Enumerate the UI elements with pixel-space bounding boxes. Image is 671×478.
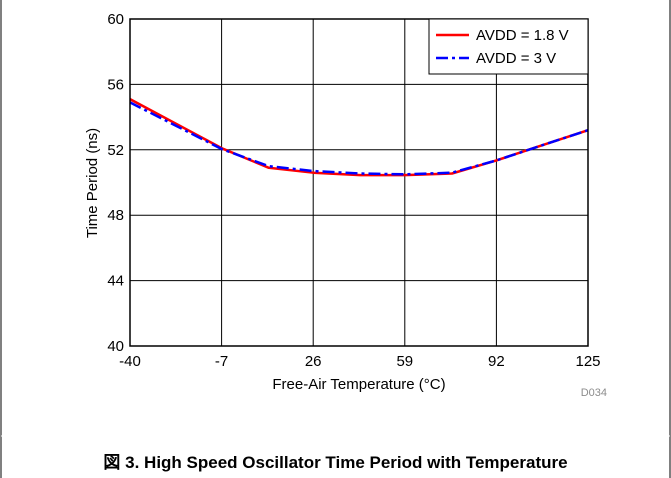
grid [129, 18, 589, 347]
y-tick-label: 48 [107, 207, 124, 224]
figure-caption-label: 図 3. [103, 453, 140, 472]
legend-box [428, 18, 589, 75]
x-tick-label: 92 [488, 353, 505, 370]
x-tick-labels: -40 -7 26 59 92 125 [119, 353, 600, 370]
legend-label-series-1: AVDD = 1.8 V [476, 27, 569, 44]
x-tick-label: -40 [119, 353, 141, 370]
legend-label-series-2: AVDD = 3 V [476, 50, 556, 67]
y-axis-title: Time Period (ns) [84, 128, 101, 238]
figure-caption: 図 3. High Speed Oscillator Time Period w… [0, 448, 671, 473]
figure-caption-text: High Speed Oscillator Time Period with T… [144, 453, 568, 472]
x-axis-title: Free-Air Temperature (°C) [272, 376, 445, 393]
plot-area-border [129, 18, 589, 347]
y-tick-label: 40 [107, 338, 124, 355]
x-tick-label: 26 [305, 353, 322, 370]
x-tick-label: -7 [215, 353, 228, 370]
y-tick-labels: 40 44 48 52 56 60 [107, 11, 124, 355]
y-tick-label: 44 [107, 273, 124, 290]
y-tick-label: 52 [107, 142, 124, 159]
series-line-1 [129, 98, 589, 177]
series-lines [129, 98, 589, 177]
x-tick-label: 125 [575, 353, 600, 370]
figure-id: D034 [581, 387, 607, 399]
y-tick-label: 56 [107, 76, 124, 93]
legend: AVDD = 1.8 V AVDD = 3 V [428, 18, 589, 75]
y-tick-label: 60 [107, 11, 124, 28]
x-tick-label: 59 [396, 353, 413, 370]
series-line-2 [129, 101, 589, 176]
